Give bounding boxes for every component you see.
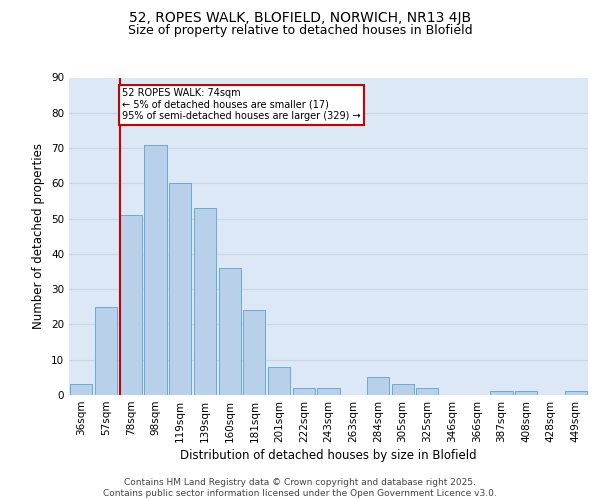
Bar — [243, 310, 265, 395]
Bar — [515, 392, 538, 395]
Bar — [194, 208, 216, 395]
Bar — [392, 384, 414, 395]
Text: 52 ROPES WALK: 74sqm
← 5% of detached houses are smaller (17)
95% of semi-detach: 52 ROPES WALK: 74sqm ← 5% of detached ho… — [122, 88, 361, 122]
Bar — [70, 384, 92, 395]
Text: 52, ROPES WALK, BLOFIELD, NORWICH, NR13 4JB: 52, ROPES WALK, BLOFIELD, NORWICH, NR13 … — [129, 11, 471, 25]
Text: Size of property relative to detached houses in Blofield: Size of property relative to detached ho… — [128, 24, 472, 37]
Bar — [367, 378, 389, 395]
Y-axis label: Number of detached properties: Number of detached properties — [32, 143, 46, 329]
Bar — [145, 144, 167, 395]
Bar — [119, 215, 142, 395]
Bar — [490, 392, 512, 395]
Bar — [268, 367, 290, 395]
Bar — [293, 388, 315, 395]
Text: Contains HM Land Registry data © Crown copyright and database right 2025.
Contai: Contains HM Land Registry data © Crown c… — [103, 478, 497, 498]
Bar — [317, 388, 340, 395]
Bar — [95, 307, 117, 395]
Bar — [416, 388, 439, 395]
Bar — [565, 392, 587, 395]
X-axis label: Distribution of detached houses by size in Blofield: Distribution of detached houses by size … — [180, 449, 477, 462]
Bar — [169, 184, 191, 395]
Bar — [218, 268, 241, 395]
